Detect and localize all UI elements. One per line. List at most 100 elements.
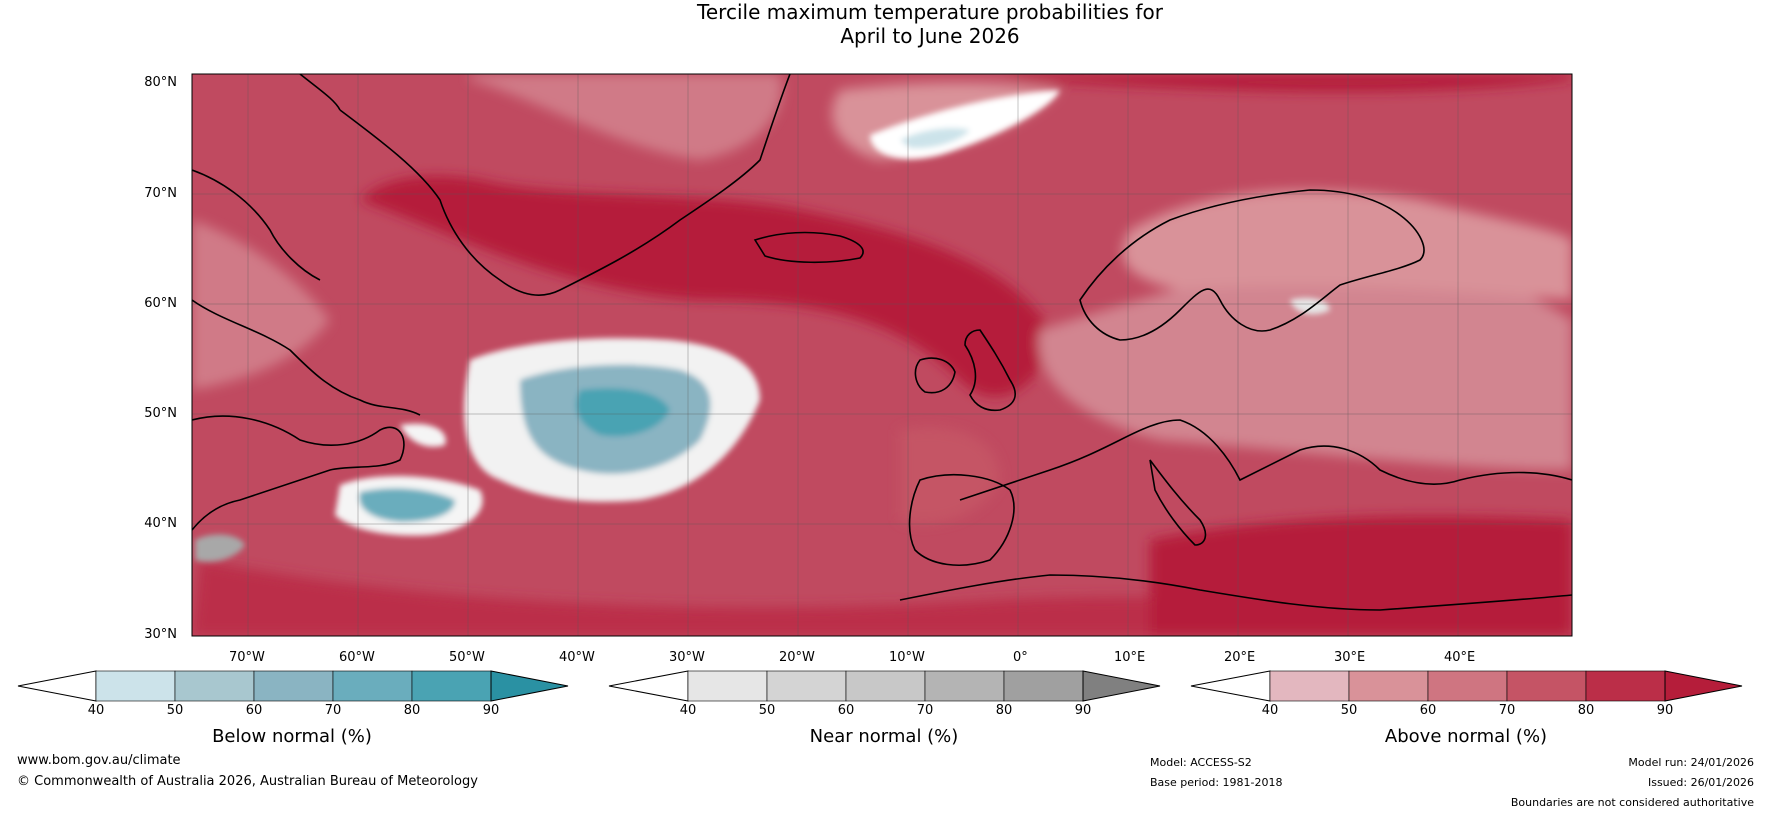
- lat-label: 50°N: [144, 406, 177, 421]
- cb-below-tick: 80: [403, 703, 421, 718]
- colorbar-below-normal: [17, 670, 569, 702]
- coast-scandinavia: [1079, 189, 1425, 341]
- coast-greenland: [339, 74, 791, 296]
- cb-above-tick: 70: [1498, 703, 1516, 718]
- cb-below-tick: 40: [87, 703, 105, 718]
- lon-label: 10°W: [889, 650, 925, 665]
- coast-iceland: [753, 231, 864, 264]
- field-grey-baltic: [1290, 298, 1330, 315]
- field-blue-arctic: [900, 128, 970, 149]
- lon-label: 60°W: [339, 650, 375, 665]
- base-period: Base period: 1981-2018: [1150, 776, 1283, 789]
- field-dark-med: [1150, 516, 1572, 636]
- cb-above-tick: 40: [1261, 703, 1279, 718]
- lat-label: 80°N: [144, 75, 177, 90]
- model-run: Model run: 24/01/2026: [1628, 756, 1754, 769]
- coast-europe: [959, 419, 1572, 501]
- cb-near-band: [766, 670, 847, 702]
- lat-label: 70°N: [144, 186, 177, 201]
- issued-date: Issued: 26/01/2026: [1647, 776, 1754, 789]
- cb-near-arrow-left: [608, 670, 689, 702]
- lat-label: 60°N: [144, 296, 177, 311]
- lon-label: 20°W: [779, 650, 815, 665]
- coast-iberia: [908, 474, 1015, 566]
- copyright-text: © Commonwealth of Australia 2026, Austra…: [17, 774, 478, 789]
- lon-label: 40°E: [1444, 650, 1476, 665]
- coast-north-africa: [899, 574, 1572, 611]
- coast-greenland-west: [299, 74, 341, 111]
- cb-above-tick: 60: [1419, 703, 1437, 718]
- title-line-2: April to June 2026: [840, 24, 1020, 48]
- field-light-greenland: [470, 74, 782, 160]
- cb-above-arrow-left: [1190, 670, 1271, 702]
- cb-below-arrow-right: [490, 670, 569, 702]
- coast-labrador: [192, 299, 421, 416]
- cb-above-band: [1506, 670, 1587, 702]
- cb-below-band: [332, 670, 413, 702]
- lon-label: 70°W: [229, 650, 265, 665]
- cb-near-band: [687, 670, 768, 702]
- field-grey-southwest: [195, 534, 245, 562]
- field-light-europe: [1038, 250, 1572, 470]
- cb-near-band: [1003, 670, 1084, 702]
- cb-below-title: Below normal (%): [212, 726, 372, 747]
- cb-above-tick: 80: [1577, 703, 1595, 718]
- map-border: [191, 73, 1573, 637]
- field-white-newfoundland: [400, 423, 446, 447]
- cb-below-band: [253, 670, 334, 702]
- cb-near-tick: 70: [916, 703, 934, 718]
- cb-below-tick: 60: [245, 703, 263, 718]
- lon-label: 0°: [1013, 650, 1028, 665]
- cb-below-band: [174, 670, 255, 702]
- cb-near-title: Near normal (%): [809, 726, 959, 747]
- lat-label: 40°N: [144, 516, 177, 531]
- colorbar-above-normal: [1190, 670, 1743, 702]
- cb-near-band: [845, 670, 926, 702]
- cb-above-band: [1585, 670, 1666, 702]
- cb-near-tick: 40: [679, 703, 697, 718]
- field-light-scandinavia: [1122, 190, 1572, 300]
- cb-near-tick: 50: [758, 703, 776, 718]
- cb-above-band: [1269, 670, 1350, 702]
- cb-above-tick: 50: [1340, 703, 1358, 718]
- colorbar-near-normal: [608, 670, 1161, 702]
- field-blue-south: [359, 488, 455, 522]
- cb-above-band: [1348, 670, 1429, 702]
- cb-below-tick: 70: [324, 703, 342, 718]
- cb-above-band: [1427, 670, 1508, 702]
- coast-italy: [1149, 459, 1207, 546]
- cb-above-title: Above normal (%): [1384, 726, 1548, 747]
- lon-label: 40°W: [559, 650, 595, 665]
- lat-label: 30°N: [144, 627, 177, 642]
- cb-below-tick: 50: [166, 703, 184, 718]
- cb-below-band: [95, 670, 176, 702]
- coast-baffin: [192, 169, 321, 281]
- cb-above-tick: 90: [1656, 703, 1674, 718]
- title-line-1: Tercile maximum temperature probabilitie…: [697, 0, 1163, 24]
- boundary-disclaimer: Boundaries are not considered authoritat…: [1510, 796, 1754, 809]
- cb-below-band: [411, 670, 492, 702]
- lon-label: 30°E: [1334, 650, 1366, 665]
- website-link[interactable]: www.bom.gov.au/climate: [17, 753, 181, 768]
- chart-title: Tercile maximum temperature probabilitie…: [0, 0, 1770, 48]
- coast-north-america: [192, 415, 405, 531]
- model-name: Model: ACCESS-S2: [1150, 756, 1252, 769]
- cb-near-arrow-right: [1082, 670, 1161, 702]
- cb-above-arrow-right: [1664, 670, 1743, 702]
- cb-below-tick: 90: [482, 703, 500, 718]
- field-dark-atlantic: [360, 176, 1050, 397]
- lon-label: 30°W: [669, 650, 705, 665]
- coast-ireland: [914, 357, 956, 394]
- graticule: [192, 74, 1572, 636]
- cb-below-arrow-left: [17, 670, 97, 702]
- probability-field: [192, 74, 1572, 636]
- field-light-west: [192, 220, 330, 390]
- cb-near-tick: 60: [837, 703, 855, 718]
- field-blue-core: [576, 388, 670, 437]
- cb-near-band: [924, 670, 1005, 702]
- coastlines: [192, 74, 1572, 611]
- coast-britain: [964, 329, 1016, 412]
- lon-label: 50°W: [449, 650, 485, 665]
- cb-near-tick: 80: [995, 703, 1013, 718]
